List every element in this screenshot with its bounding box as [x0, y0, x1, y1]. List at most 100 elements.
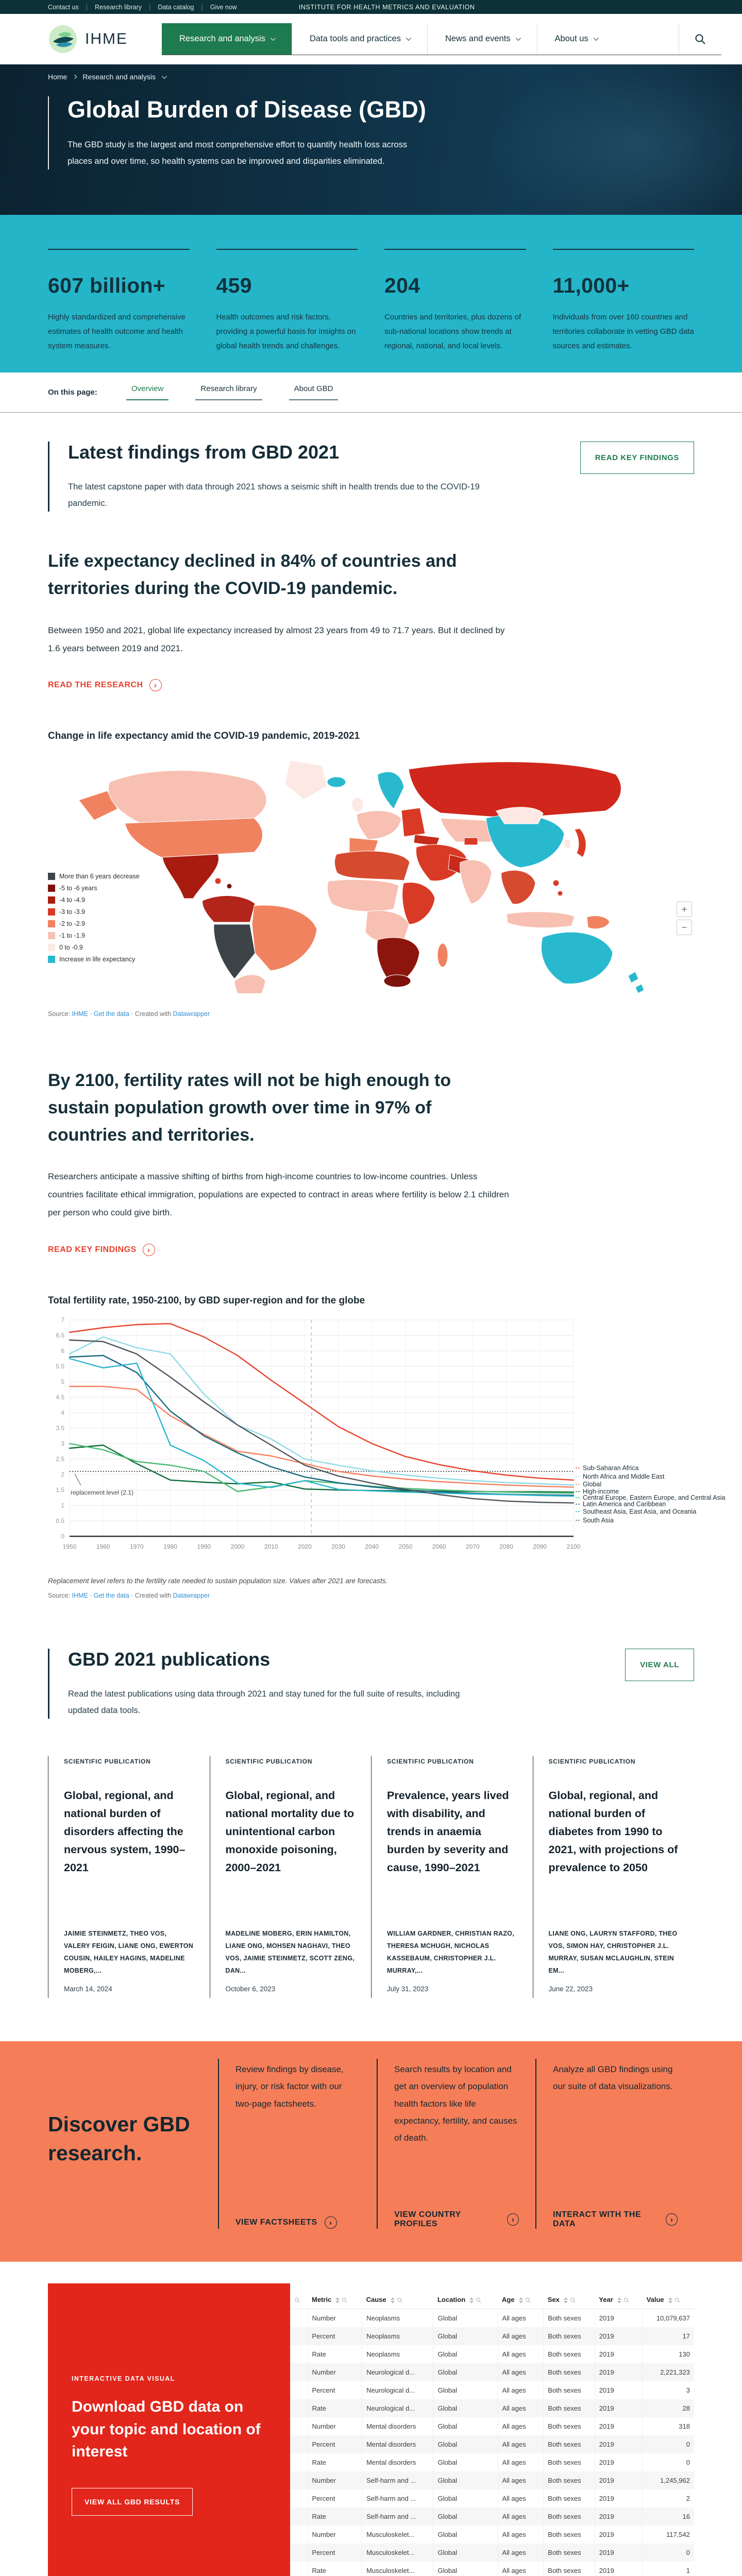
hero: Home Research and analysis Global Burden…: [0, 64, 742, 215]
nav-about-us[interactable]: About us: [536, 23, 615, 55]
data-catalog-link[interactable]: Data catalog: [158, 3, 194, 11]
contact-us-link[interactable]: Contact us: [48, 3, 79, 11]
nav-data-tools-and-practices[interactable]: Data tools and practices: [291, 23, 427, 55]
view-all-publications-button[interactable]: VIEW ALL: [625, 1649, 694, 1681]
table-row[interactable]: Percent Musculoskelet... Global All ages Bot…: [290, 2544, 694, 2562]
table-search-column[interactable]: [290, 2291, 308, 2310]
sort-icon[interactable]: [617, 2297, 621, 2303]
fertility-line-chart[interactable]: 0 0.5 1 1.5 2 2.5 3 3.5 4 4.5 5 5.5 6 6.5 7 1950 1960 197…: [48, 1314, 725, 1563]
column-search-icon[interactable]: [476, 2296, 482, 2303]
interact-with-data-link[interactable]: INTERACT WITH THE DATA ›: [553, 2210, 678, 2229]
sort-icon[interactable]: [668, 2297, 672, 2303]
table-cell: 0: [686, 2441, 690, 2449]
column-search-icon[interactable]: [623, 2296, 630, 2303]
table-cell: 2019: [595, 2489, 643, 2508]
read-key-findings-button[interactable]: READ KEY FINDINGS: [580, 442, 694, 474]
nav-research-and-analysis[interactable]: Research and analysis: [162, 23, 292, 55]
read-key-findings-link[interactable]: READ KEY FINDINGS ›: [48, 1244, 694, 1256]
column-header-cause[interactable]: Cause: [362, 2291, 433, 2310]
column-header-metric[interactable]: Metric: [308, 2291, 362, 2310]
sort-icon[interactable]: [518, 2297, 523, 2303]
table-cell: All ages: [498, 2562, 544, 2576]
series-line[interactable]: [69, 1443, 575, 1494]
table-row[interactable]: Percent Neurological d... Global All ages Bo…: [290, 2381, 694, 2400]
sort-icon[interactable]: [469, 2297, 474, 2303]
table-row[interactable]: Percent Mental disorders Global All ages Bot…: [290, 2435, 694, 2454]
give-now-link[interactable]: Give now: [210, 3, 237, 11]
publication-card[interactable]: SCIENTIFIC PUBLICATION Prevalence, years…: [371, 1756, 533, 1998]
arrow-circle-icon: ›: [666, 2213, 678, 2226]
publication-card[interactable]: SCIENTIFIC PUBLICATION Global, regional,…: [48, 1756, 210, 1998]
publication-type: SCIENTIFIC PUBLICATION: [548, 1758, 636, 1766]
tab-overview[interactable]: Overview: [126, 384, 169, 400]
world-map[interactable]: [48, 751, 694, 1007]
publication-card[interactable]: SCIENTIFIC PUBLICATION Global, regional,…: [209, 1756, 372, 1998]
table-row[interactable]: Percent Self-harm and ... Global All ages Bo…: [290, 2489, 694, 2508]
view-all-gbd-results-button[interactable]: VIEW ALL GBD RESULTS: [72, 2487, 193, 2516]
search-button[interactable]: [679, 23, 721, 55]
get-the-data-link[interactable]: Get the data: [93, 1592, 129, 1599]
sort-icon[interactable]: [563, 2297, 568, 2303]
series-line[interactable]: [69, 1358, 575, 1497]
column-search-icon[interactable]: [397, 2296, 403, 2303]
divider: [552, 249, 694, 250]
publication-date: October 6, 2023: [225, 1985, 276, 1993]
nav-news-and-events[interactable]: News and events: [427, 23, 537, 55]
series-line[interactable]: [69, 1336, 575, 1486]
tab-about-gbd[interactable]: About GBD: [289, 384, 339, 400]
table-row[interactable]: Number Self-harm and ... Global All ages Bot…: [290, 2471, 694, 2490]
column-header-location[interactable]: Location: [433, 2291, 498, 2310]
svg-text:2070: 2070: [466, 1543, 480, 1550]
column-header-sex[interactable]: Sex: [543, 2291, 595, 2310]
column-search-icon[interactable]: [674, 2296, 681, 2303]
zoom-out-button[interactable]: −: [677, 920, 692, 936]
datawrapper-link[interactable]: Datawrapper: [173, 1592, 210, 1599]
stat-value: 607 billion+: [48, 274, 166, 297]
zoom-in-button[interactable]: +: [677, 902, 692, 918]
column-header-age[interactable]: Age: [498, 2291, 544, 2310]
column-search-icon[interactable]: [570, 2296, 576, 2303]
table-row[interactable]: Number Neurological d... Global All ages Bot…: [290, 2363, 694, 2382]
table-row[interactable]: Number Musculoskelet... Global All ages Both…: [290, 2526, 694, 2544]
column-header-year[interactable]: Year: [595, 2291, 643, 2310]
column-header-value[interactable]: Value: [642, 2291, 694, 2310]
column-search-icon[interactable]: [525, 2296, 531, 2303]
breadcrumb-home[interactable]: Home: [48, 73, 68, 81]
gbd-results-table[interactable]: Metric Cause Location Age Sex Year Value Numbe…: [290, 2291, 694, 2576]
svg-text:2090: 2090: [533, 1543, 547, 1550]
series-line[interactable]: [69, 1385, 575, 1488]
ihme-source-link[interactable]: IHME: [72, 1010, 88, 1018]
ihme-logo[interactable]: IHME: [48, 24, 128, 54]
table-cell: All ages: [498, 2435, 544, 2454]
legend-swatch: [48, 944, 55, 952]
series-line[interactable]: [69, 1339, 575, 1504]
table-row[interactable]: Rate Mental disorders Global All ages Both s…: [290, 2453, 694, 2472]
svg-text:2080: 2080: [499, 1543, 513, 1550]
sort-icon[interactable]: [335, 2297, 340, 2303]
view-factsheets-link[interactable]: VIEW FACTSHEETS ›: [235, 2216, 360, 2229]
ihme-source-link[interactable]: IHME: [72, 1592, 88, 1599]
table-row[interactable]: Rate Self-harm and ... Global All ages Both …: [290, 2507, 694, 2526]
get-the-data-link[interactable]: Get the data: [93, 1010, 129, 1018]
table-row[interactable]: Rate Neoplasms Global All ages Both sexes 201…: [290, 2345, 694, 2364]
table-row[interactable]: Number Mental disorders Global All ages Both…: [290, 2417, 694, 2436]
search-icon: [695, 34, 705, 44]
column-search-icon[interactable]: [342, 2296, 348, 2303]
table-row[interactable]: Rate Neurological d... Global All ages Both …: [290, 2399, 694, 2418]
breadcrumb-current[interactable]: Research and analysis: [82, 73, 156, 81]
view-country-profiles-link[interactable]: VIEW COUNTRY PROFILES ›: [394, 2210, 519, 2229]
read-the-research-link[interactable]: READ THE RESEARCH ›: [48, 679, 694, 692]
chevron-down-icon: [270, 36, 276, 41]
research-library-link[interactable]: Research library: [95, 3, 142, 11]
table-row[interactable]: Rate Musculoskelet... Global All ages Both s…: [290, 2562, 694, 2576]
interact-with-data-label: INTERACT WITH THE DATA: [553, 2210, 642, 2229]
series-line[interactable]: [69, 1323, 575, 1481]
table-row[interactable]: Percent Neoplasms Global All ages Both sexes…: [290, 2327, 694, 2346]
table-cell: Rate: [308, 2507, 363, 2526]
publication-card[interactable]: SCIENTIFIC PUBLICATION Global, regional,…: [532, 1756, 695, 1998]
datawrapper-link[interactable]: Datawrapper: [173, 1010, 210, 1018]
interactive-data-panel: INTERACTIVE DATA VISUAL Download GBD dat…: [48, 2283, 290, 2576]
sort-icon[interactable]: [390, 2297, 395, 2303]
table-row[interactable]: Number Neoplasms Global All ages Both sexes 2…: [290, 2309, 694, 2328]
tab-research-library[interactable]: Research library: [195, 384, 262, 400]
